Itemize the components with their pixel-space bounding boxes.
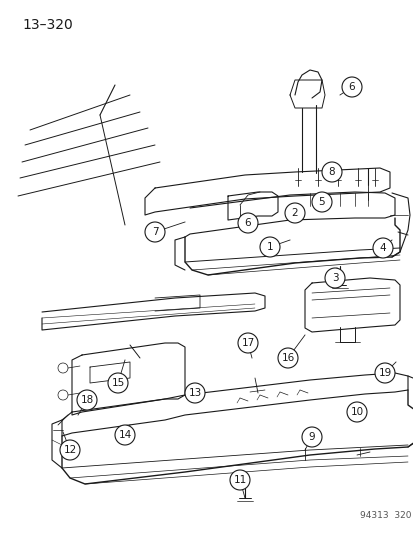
Text: 11: 11 <box>233 475 246 485</box>
Text: 14: 14 <box>118 430 131 440</box>
Circle shape <box>346 402 366 422</box>
Circle shape <box>284 203 304 223</box>
Text: 9: 9 <box>308 432 315 442</box>
Text: 15: 15 <box>111 378 124 388</box>
Text: 12: 12 <box>63 445 76 455</box>
Circle shape <box>277 348 297 368</box>
Circle shape <box>372 238 392 258</box>
Text: 4: 4 <box>379 243 385 253</box>
Circle shape <box>230 470 249 490</box>
Text: 8: 8 <box>328 167 335 177</box>
Circle shape <box>324 268 344 288</box>
Circle shape <box>60 440 80 460</box>
Text: 5: 5 <box>318 197 325 207</box>
Circle shape <box>237 213 257 233</box>
Text: 17: 17 <box>241 338 254 348</box>
Text: 94313  320: 94313 320 <box>359 511 411 520</box>
Text: 19: 19 <box>377 368 391 378</box>
Circle shape <box>77 390 97 410</box>
Circle shape <box>237 333 257 353</box>
Circle shape <box>145 222 165 242</box>
Circle shape <box>259 237 279 257</box>
Circle shape <box>341 77 361 97</box>
Circle shape <box>311 192 331 212</box>
Text: 16: 16 <box>281 353 294 363</box>
Text: 6: 6 <box>348 82 354 92</box>
Text: 3: 3 <box>331 273 337 283</box>
Text: 1: 1 <box>266 242 273 252</box>
Text: 18: 18 <box>80 395 93 405</box>
Text: 7: 7 <box>151 227 158 237</box>
Text: 13–320: 13–320 <box>22 18 73 32</box>
Text: 10: 10 <box>349 407 363 417</box>
Circle shape <box>321 162 341 182</box>
Circle shape <box>115 425 135 445</box>
Circle shape <box>108 373 128 393</box>
Circle shape <box>301 427 321 447</box>
Text: 2: 2 <box>291 208 298 218</box>
Text: 13: 13 <box>188 388 201 398</box>
Text: 6: 6 <box>244 218 251 228</box>
Circle shape <box>374 363 394 383</box>
Circle shape <box>185 383 204 403</box>
